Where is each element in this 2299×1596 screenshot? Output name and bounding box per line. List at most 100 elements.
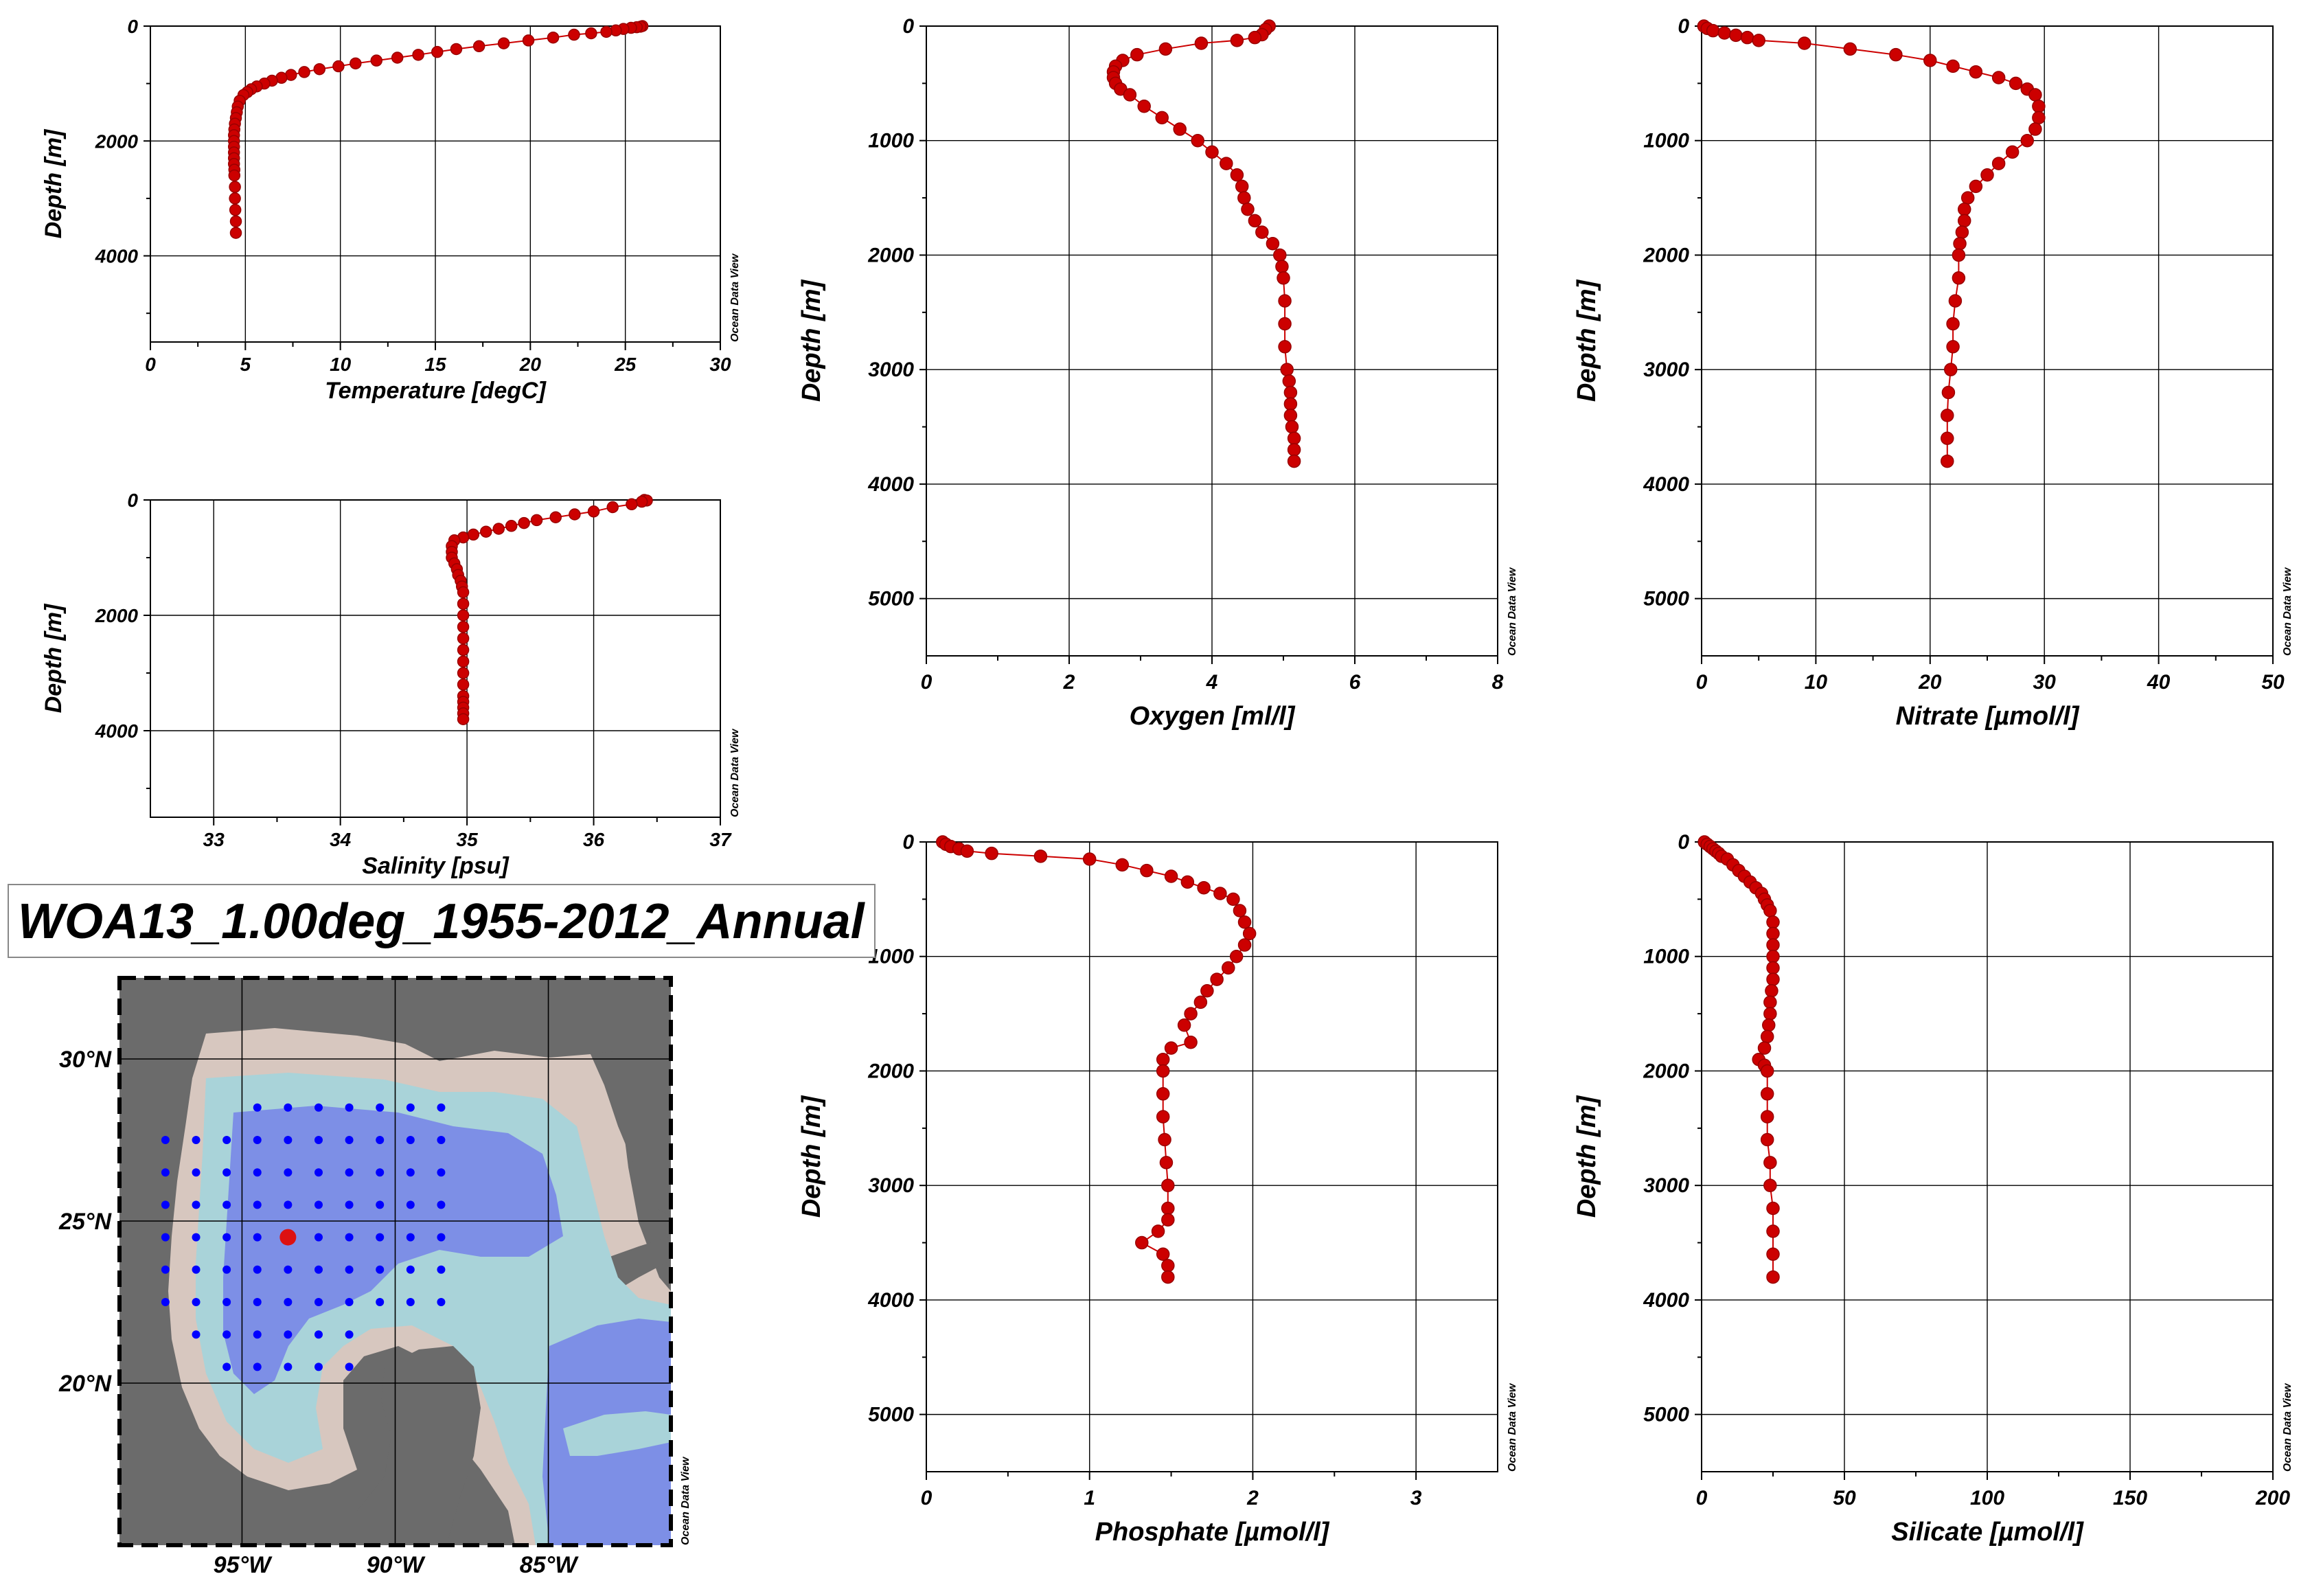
y-tick-label: 3000 (1643, 1174, 1689, 1197)
station-dot (314, 1136, 323, 1144)
data-point (1889, 47, 1903, 62)
station-dot (406, 1168, 415, 1177)
x-tick-label: 3 (1410, 1487, 1422, 1509)
station-dot (192, 1330, 201, 1339)
data-point (1237, 915, 1252, 929)
data-point (1941, 385, 1956, 400)
data-point (1960, 191, 1975, 205)
x-axis-label: Oxygen [ml/l] (1130, 702, 1296, 731)
data-point (1277, 271, 1290, 285)
data-point (1082, 852, 1097, 866)
station-dot (437, 1168, 446, 1177)
data-point (1766, 949, 1780, 964)
data-point (1283, 385, 1298, 400)
data-point (1230, 34, 1244, 47)
station-dot (222, 1168, 231, 1177)
data-point (1953, 237, 1967, 251)
y-tick-label: 4000 (867, 1289, 914, 1312)
data-point (2005, 145, 2020, 159)
y-axis-label: Depth [m] (41, 603, 67, 713)
x-tick-label: 6 (1349, 671, 1361, 694)
x-tick-label: 25 (614, 354, 637, 375)
y-tick-label: 0 (902, 831, 914, 854)
station-dot (406, 1136, 415, 1144)
x-axis-label: Salinity [psu] (362, 853, 510, 879)
data-point (228, 169, 241, 182)
x-tick-label: 200 (2255, 1487, 2290, 1509)
data-point (1763, 1007, 1777, 1021)
data-point (1763, 1156, 1777, 1170)
data-point (1762, 1018, 1776, 1032)
salinity-profile-chart: 33 34 35 36 37 0 2000 4000 Salinity [psu] Depth [… (41, 490, 741, 879)
data-point (1283, 409, 1298, 422)
station-dot (161, 1136, 170, 1144)
data-point (606, 501, 619, 514)
y-tick-label: 1000 (1643, 946, 1689, 968)
x-tick-label: 5 (240, 354, 251, 375)
data-point (313, 62, 325, 76)
data-point (457, 597, 470, 610)
y-tick-label: 4000 (95, 720, 139, 742)
data-point (497, 37, 510, 49)
x-axis-label: Temperature [degC] (325, 378, 547, 404)
x-tick-label: 10 (1805, 671, 1828, 694)
data-point (1766, 926, 1780, 941)
y-axis-label: Depth [m] (797, 280, 826, 402)
y-tick-label: 5000 (1643, 588, 1689, 611)
data-point (1766, 1247, 1780, 1261)
data-point (1205, 145, 1219, 159)
station-dot (284, 1103, 293, 1112)
data-point (1151, 1224, 1165, 1238)
data-point (626, 498, 638, 511)
data-point (1156, 1247, 1170, 1261)
data-point (1273, 248, 1287, 262)
data-point (1200, 983, 1214, 998)
data-point (1266, 237, 1280, 251)
data-point (1941, 431, 1954, 445)
station-dot (222, 1363, 231, 1371)
data-point (1235, 179, 1249, 194)
station-dots (161, 1103, 446, 1371)
data-point (1765, 983, 1778, 998)
data-point (1278, 317, 1292, 331)
data-point (370, 54, 382, 67)
phosphate-profile-chart: 0 1 2 3 0 1000 2000 3000 4000 5000 Phosphate [µmol… (797, 831, 1518, 1547)
data-point (1944, 363, 1958, 376)
y-tick-label: 0 (127, 490, 138, 511)
data-point (229, 181, 241, 193)
data-point (1156, 1064, 1170, 1078)
data-point (1763, 904, 1777, 917)
data-point (1280, 363, 1294, 376)
data-point (522, 34, 535, 47)
data-point (1923, 54, 1937, 67)
x-tick-label: 0 (145, 354, 156, 375)
data-point (530, 514, 543, 527)
data-point (457, 609, 470, 622)
y-tick-label: 4000 (1643, 473, 1689, 496)
x-tick-label: 20 (519, 354, 542, 375)
y-tick-label: 3000 (868, 358, 914, 381)
data-point (1033, 850, 1048, 863)
data-point (332, 60, 345, 73)
data-point (1158, 42, 1173, 56)
data-point (2028, 88, 2042, 102)
station-dot (314, 1103, 323, 1112)
data-point (585, 27, 597, 40)
station-dot (376, 1265, 385, 1274)
station-dot (161, 1200, 170, 1209)
data-point (1760, 1132, 1774, 1147)
data-point (1991, 71, 2006, 84)
data-point (587, 505, 600, 518)
data-point (457, 632, 470, 645)
station-dot (437, 1200, 446, 1209)
data-point (1230, 168, 1244, 182)
data-point (1955, 225, 1969, 239)
data-point (1156, 1110, 1170, 1124)
data-point (1155, 111, 1169, 125)
station-dot (406, 1103, 415, 1112)
y-tick-label: 1000 (1643, 130, 1689, 152)
y-axis-label: Depth [m] (797, 1095, 826, 1218)
map-tick-labels: 30°N 25°N 20°N 95°W 90°W 85°W (58, 1047, 579, 1578)
data-point (569, 508, 581, 521)
